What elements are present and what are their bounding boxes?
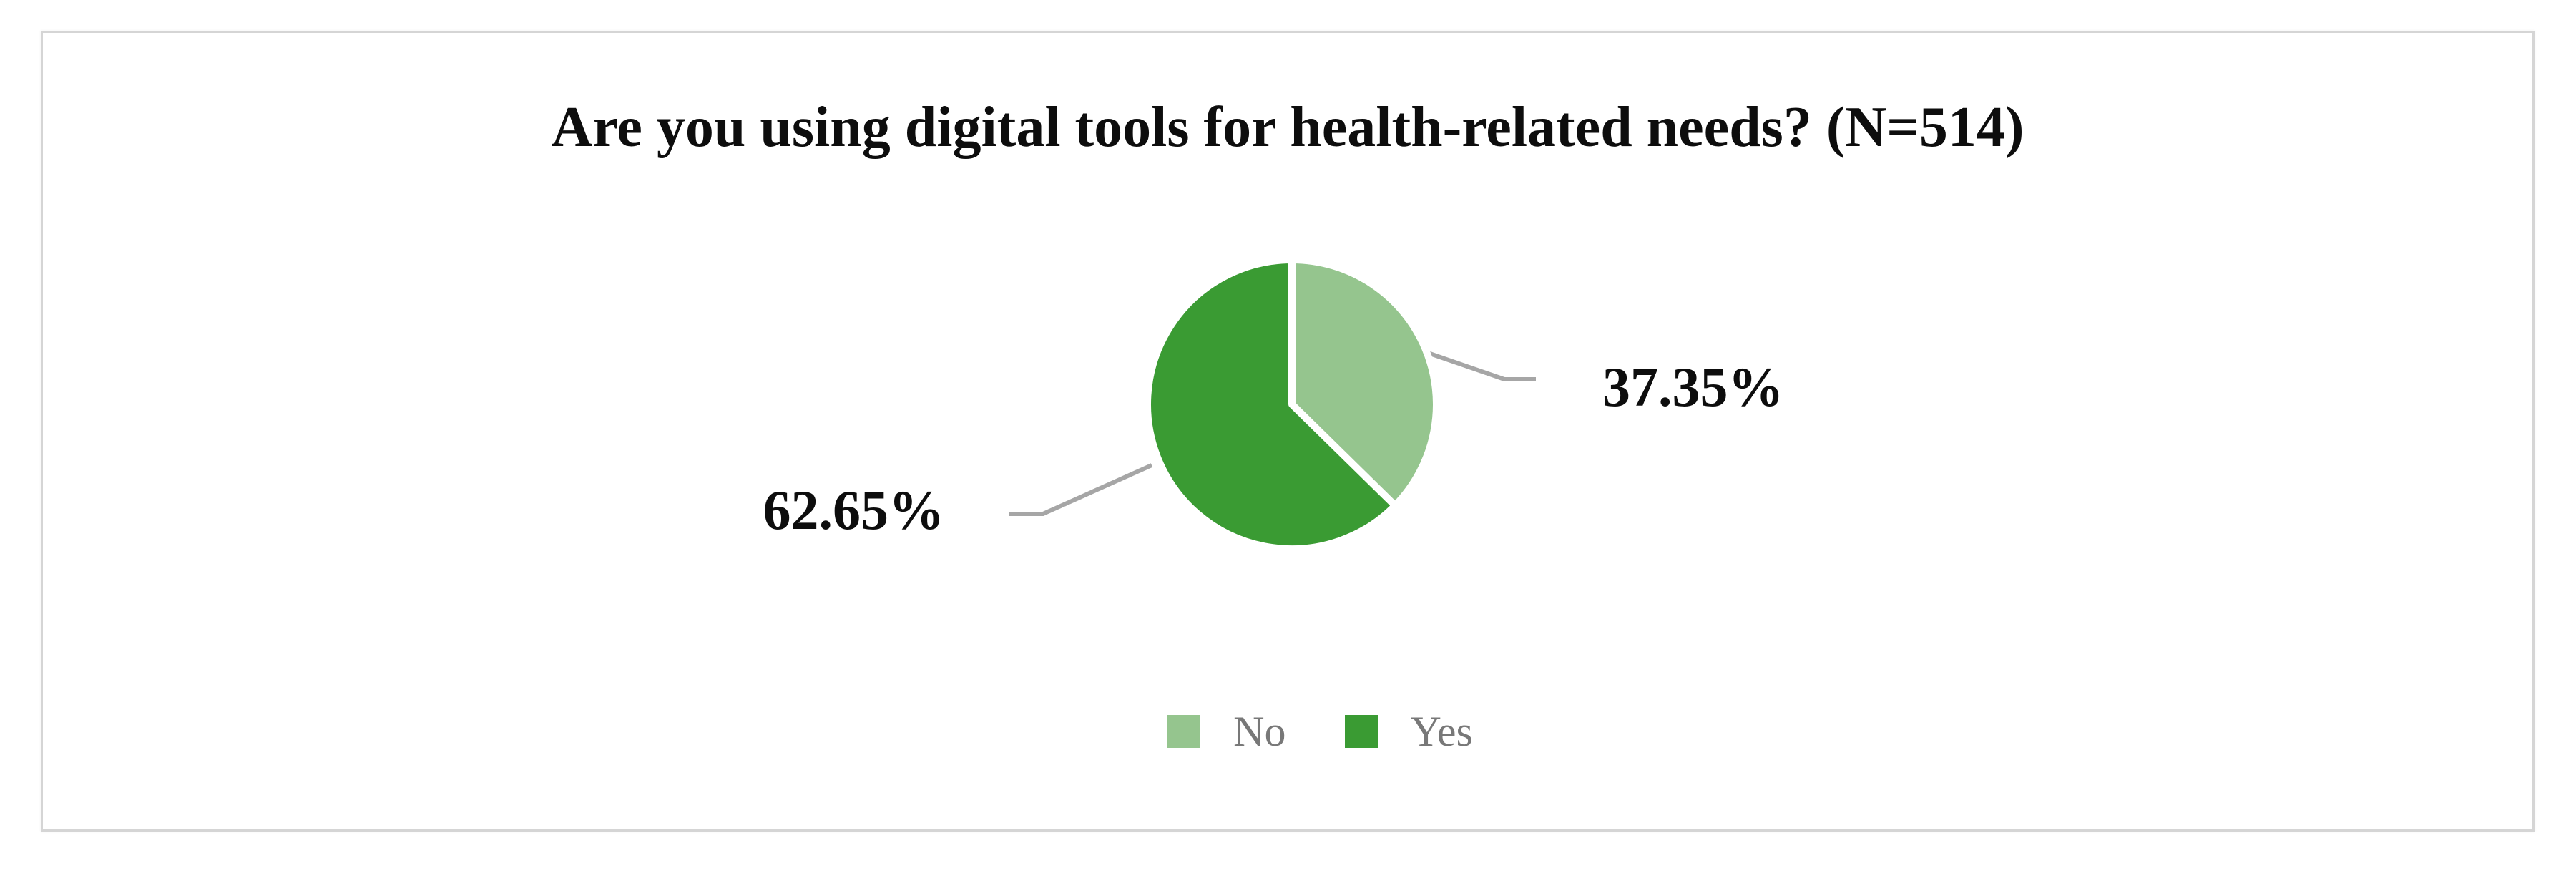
legend-label-yes: Yes [1410, 708, 1473, 755]
data-label-no: 37.35% [1602, 356, 1784, 418]
data-label-yes: 62.65% [763, 479, 945, 541]
leader-line-yes [1009, 463, 1153, 516]
chart-title: Are you using digital tools for health-r… [551, 96, 2024, 159]
pie-slice-no [1288, 256, 1440, 510]
legend-item-yes: Yes [1344, 708, 1473, 755]
legend-item-no: No [1167, 708, 1286, 755]
legend-swatch-yes [1344, 715, 1378, 748]
legend-swatch-no [1167, 715, 1201, 748]
legend: No Yes [32, 710, 2576, 753]
legend-label-no: No [1233, 708, 1286, 755]
leader-line-no [1425, 350, 1536, 381]
pie-slice-yes [1144, 256, 1399, 553]
